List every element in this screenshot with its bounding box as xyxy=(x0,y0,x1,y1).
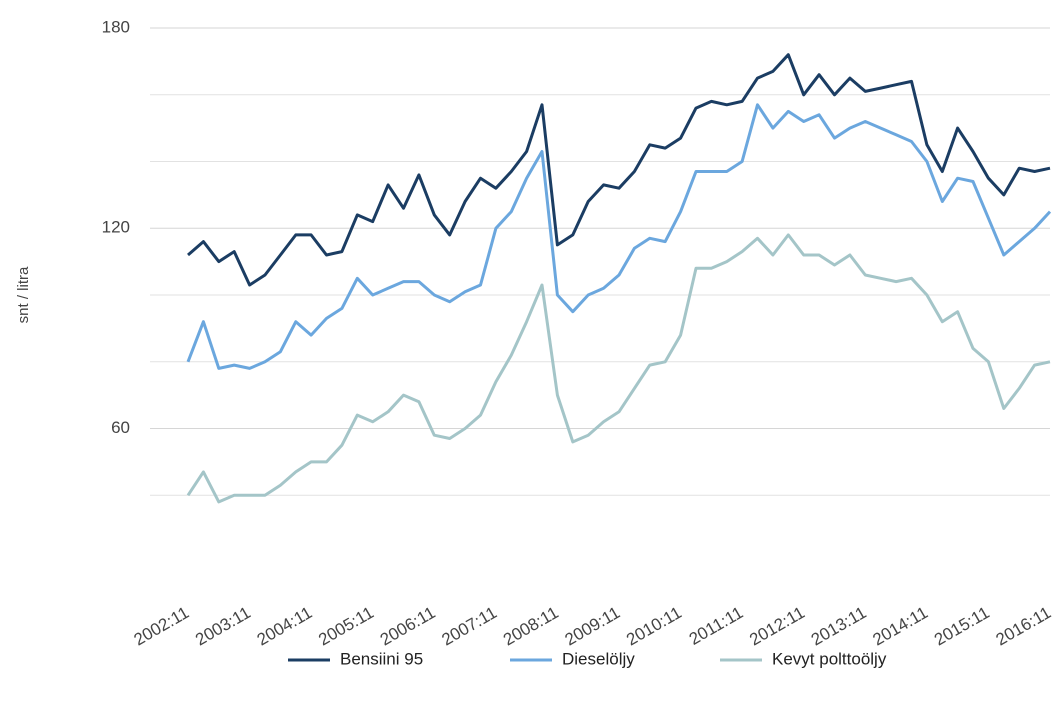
x-tick-label: 2013:11 xyxy=(808,603,870,650)
y-tick-label: 180 xyxy=(102,17,130,36)
line xyxy=(186,103,1052,370)
x-tick-label: 2011:11 xyxy=(686,603,747,649)
x-tick-label: 2002:11 xyxy=(131,603,193,650)
x-tick-label: 2004:11 xyxy=(254,603,316,650)
y-tick-label: 120 xyxy=(102,218,130,237)
x-tick-label: 2006:11 xyxy=(377,603,439,650)
x-tick-label: 2005:11 xyxy=(315,603,377,650)
x-tick-label: 2015:11 xyxy=(931,603,993,650)
line xyxy=(186,233,1051,504)
y-axis-label: snt / litra xyxy=(15,266,32,323)
x-tick-label: 2008:11 xyxy=(500,603,562,650)
y-tick-label: 60 xyxy=(111,418,130,437)
x-tick-label: 2007:11 xyxy=(438,603,500,650)
legend-item: Bensiini 95 xyxy=(288,649,423,668)
x-tick-label: 2009:11 xyxy=(562,603,624,650)
x-tick-label: 2014:11 xyxy=(869,603,931,650)
legend-item: Kevyt polttoöljy xyxy=(720,649,887,668)
legend-label: Bensiini 95 xyxy=(340,649,423,668)
line xyxy=(187,53,1051,287)
legend-item: Dieselöljy xyxy=(510,649,635,668)
legend-label: Kevyt polttoöljy xyxy=(772,649,887,668)
x-tick-label: 2010:11 xyxy=(623,603,685,650)
legend-label: Dieselöljy xyxy=(562,649,635,668)
x-tick-label: 2016:11 xyxy=(993,603,1053,650)
x-tick-label: 2003:11 xyxy=(192,603,254,650)
x-tick-label: 2012:11 xyxy=(746,603,808,650)
